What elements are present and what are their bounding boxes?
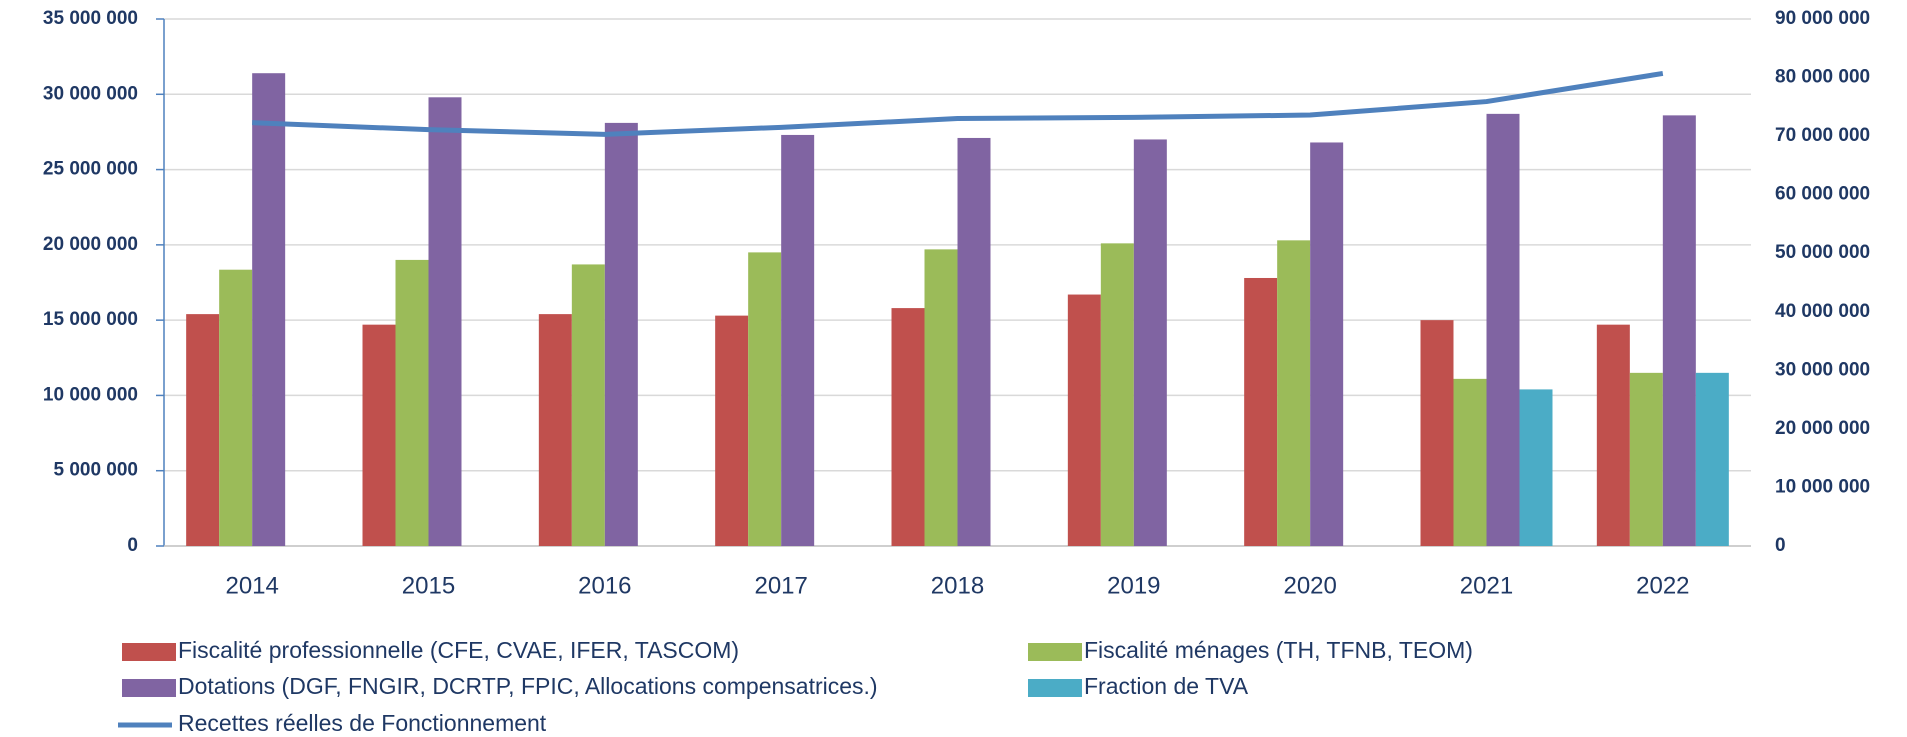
bar xyxy=(1519,389,1553,546)
x-tick-label: 2021 xyxy=(1460,572,1513,599)
x-tick-label: 2015 xyxy=(402,572,455,599)
y-tick-label: 25 000 000 xyxy=(43,159,138,180)
bar xyxy=(252,73,286,546)
bar xyxy=(957,137,991,547)
legend-swatch xyxy=(122,679,176,697)
legend-swatch xyxy=(1028,643,1082,661)
bar xyxy=(715,315,749,546)
bar xyxy=(1100,243,1134,546)
line xyxy=(252,70,1664,137)
bar xyxy=(219,269,253,546)
bar xyxy=(1695,372,1729,546)
y2-tick-label: 10 000 000 xyxy=(1775,476,1870,497)
y-tick-label: 35 000 000 xyxy=(43,8,138,29)
x-tick-label: 2017 xyxy=(754,572,807,599)
bar xyxy=(1453,378,1487,546)
y2-tick-label: 50 000 000 xyxy=(1775,242,1870,263)
legend-label: Dotations (DGF, FNGIR, DCRTP, FPIC, Allo… xyxy=(178,673,878,699)
bar xyxy=(186,314,220,546)
legend-label: Fiscalité ménages (TH, TFNB, TEOM) xyxy=(1084,637,1473,663)
bar xyxy=(571,264,605,546)
y2-tick-label: 60 000 000 xyxy=(1775,184,1870,205)
y2-tick-label: 90 000 000 xyxy=(1775,8,1870,29)
bar xyxy=(395,259,429,546)
x-tick-label: 2022 xyxy=(1636,572,1689,599)
x-tick-label: 2019 xyxy=(1107,572,1160,599)
legend-label: Recettes réelles de Fonctionnement xyxy=(178,710,547,736)
bar xyxy=(1596,324,1630,546)
bar xyxy=(1486,113,1520,547)
bar xyxy=(1662,115,1696,546)
x-tick-label: 2016 xyxy=(578,572,631,599)
x-tick-label: 2020 xyxy=(1283,572,1336,599)
y2-tick-label: 80 000 000 xyxy=(1775,67,1870,88)
bar xyxy=(891,308,925,546)
y-tick-label: 30 000 000 xyxy=(43,83,138,104)
legend-swatch xyxy=(122,643,176,661)
y-tick-label: 5 000 000 xyxy=(53,460,138,481)
bar xyxy=(781,134,815,546)
bar xyxy=(362,324,396,546)
y2-tick-label: 20 000 000 xyxy=(1775,418,1870,439)
bar xyxy=(924,249,958,547)
bar xyxy=(604,122,638,546)
x-tick-label: 2018 xyxy=(931,572,984,599)
legend-swatch xyxy=(1028,679,1082,697)
bar xyxy=(1310,142,1344,546)
legend-label: Fraction de TVA xyxy=(1084,673,1249,699)
bar xyxy=(1277,240,1311,546)
bar xyxy=(748,252,782,546)
y-tick-label: 0 xyxy=(127,535,138,556)
y-tick-label: 15 000 000 xyxy=(43,309,138,330)
y2-tick-label: 70 000 000 xyxy=(1775,125,1870,146)
y2-tick-label: 0 xyxy=(1775,535,1786,556)
y-tick-label: 20 000 000 xyxy=(43,234,138,255)
legend-label: Fiscalité professionnelle (CFE, CVAE, IF… xyxy=(178,637,739,663)
bar xyxy=(538,314,572,546)
bar xyxy=(428,97,462,546)
x-tick-label: 2014 xyxy=(225,572,278,599)
bar xyxy=(1067,294,1101,546)
bar xyxy=(1244,277,1278,546)
y-tick-label: 10 000 000 xyxy=(43,384,138,405)
y2-tick-label: 40 000 000 xyxy=(1775,301,1870,322)
y2-tick-label: 30 000 000 xyxy=(1775,359,1870,380)
bar xyxy=(1420,320,1454,546)
bar xyxy=(1133,139,1167,546)
bar xyxy=(1629,372,1663,546)
